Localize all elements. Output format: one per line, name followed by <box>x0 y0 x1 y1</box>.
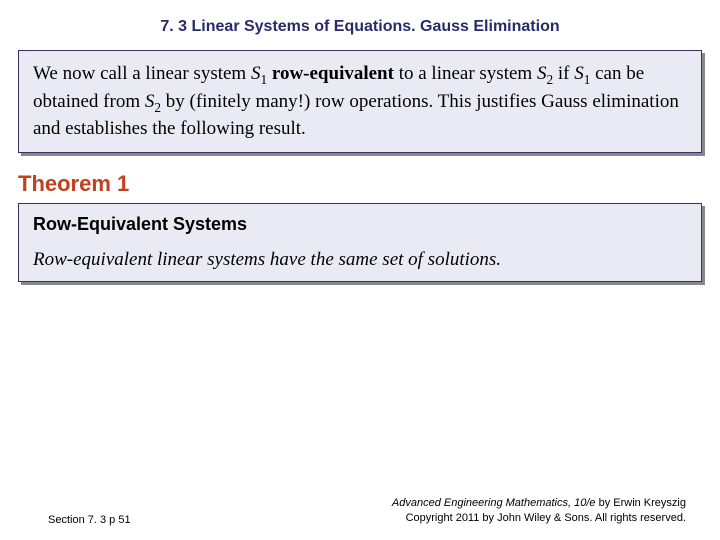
symbol-s4: S <box>145 91 155 112</box>
definition-box: We now call a linear system S1 row-equiv… <box>18 50 702 153</box>
theorem-title: Row-Equivalent Systems <box>33 214 687 235</box>
slide-title: 7. 3 Linear Systems of Equations. Gauss … <box>160 18 559 35</box>
definition-text: We now call a linear system S1 row-equiv… <box>33 61 687 142</box>
footer-section-page: Section 7. 3 p 51 <box>48 514 131 526</box>
slide-footer: Section 7. 3 p 51 Advanced Engineering M… <box>0 496 720 526</box>
slide-header: 7. 3 Linear Systems of Equations. Gauss … <box>0 0 720 46</box>
text-frag: if <box>553 63 574 84</box>
symbol-s3: S <box>574 63 584 84</box>
footer-copyright: Copyright 2011 by John Wiley & Sons. All… <box>392 511 686 526</box>
bold-term: row-equivalent <box>272 63 394 84</box>
text-frag: to a linear system <box>394 63 537 84</box>
footer-book-title: Advanced Engineering Mathematics, 10/e b… <box>392 496 686 511</box>
theorem-heading: Theorem 1 <box>18 171 702 197</box>
footer-attribution: Advanced Engineering Mathematics, 10/e b… <box>392 496 686 526</box>
theorem-body: Row-equivalent linear systems have the s… <box>33 249 687 271</box>
theorem-box: Row-Equivalent Systems Row-equivalent li… <box>18 203 702 282</box>
text-frag: We now call a linear system <box>33 63 251 84</box>
